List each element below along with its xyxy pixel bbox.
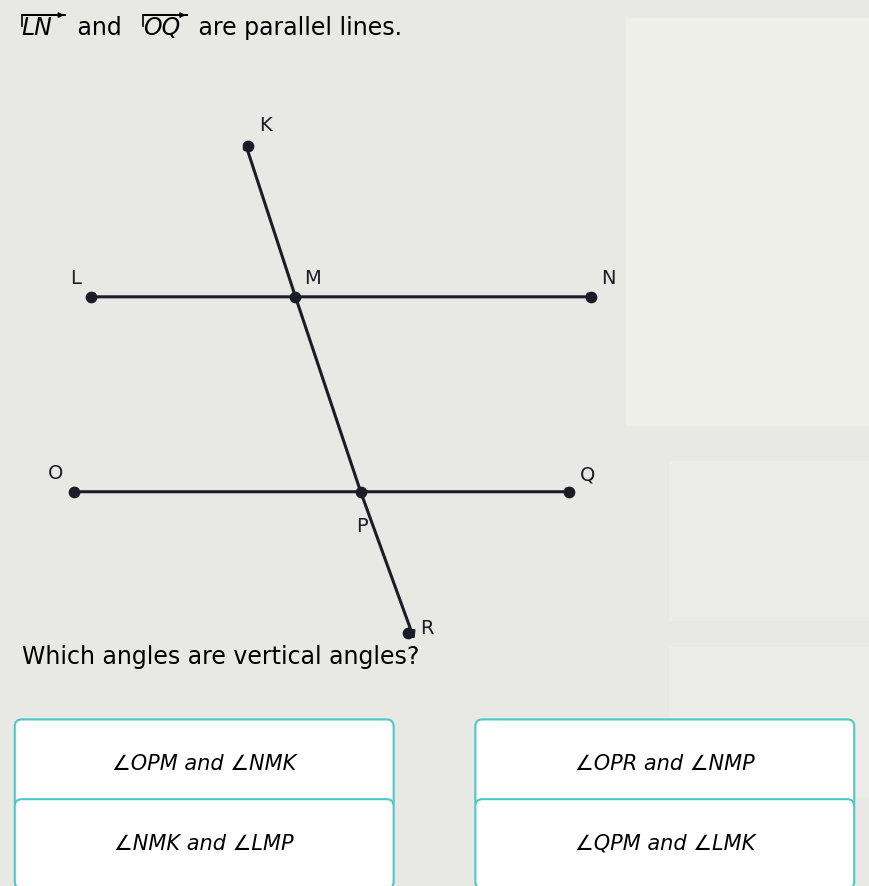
Bar bbox=[669, 461, 869, 620]
Point bbox=[354, 485, 368, 499]
FancyBboxPatch shape bbox=[475, 799, 854, 886]
Text: OQ: OQ bbox=[143, 16, 181, 40]
Point bbox=[562, 485, 576, 499]
Text: Q: Q bbox=[580, 466, 595, 485]
Text: K: K bbox=[259, 116, 272, 135]
Point bbox=[67, 485, 81, 499]
Text: M: M bbox=[304, 269, 321, 288]
Text: O: O bbox=[48, 464, 63, 483]
Bar bbox=[669, 647, 869, 797]
Text: and: and bbox=[70, 16, 129, 40]
Text: LN: LN bbox=[22, 16, 52, 40]
Point bbox=[401, 626, 415, 641]
FancyBboxPatch shape bbox=[15, 799, 394, 886]
FancyBboxPatch shape bbox=[15, 719, 394, 809]
Text: L: L bbox=[70, 269, 81, 288]
Text: are parallel lines.: are parallel lines. bbox=[191, 16, 402, 40]
Point bbox=[289, 290, 302, 304]
Text: ∠NMK and ∠LMP: ∠NMK and ∠LMP bbox=[115, 834, 294, 854]
Point bbox=[584, 290, 598, 304]
Point bbox=[84, 290, 98, 304]
FancyBboxPatch shape bbox=[475, 719, 854, 809]
Bar bbox=[626, 18, 869, 425]
Text: Which angles are vertical angles?: Which angles are vertical angles? bbox=[22, 645, 419, 669]
Text: ∠OPM and ∠NMK: ∠OPM and ∠NMK bbox=[112, 754, 296, 774]
Text: N: N bbox=[601, 269, 616, 288]
Text: P: P bbox=[356, 517, 368, 535]
Text: ∠QPM and ∠LMK: ∠QPM and ∠LMK bbox=[574, 834, 755, 854]
Point bbox=[241, 139, 255, 153]
Text: ∠OPR and ∠NMP: ∠OPR and ∠NMP bbox=[575, 754, 754, 774]
Text: R: R bbox=[420, 619, 434, 638]
